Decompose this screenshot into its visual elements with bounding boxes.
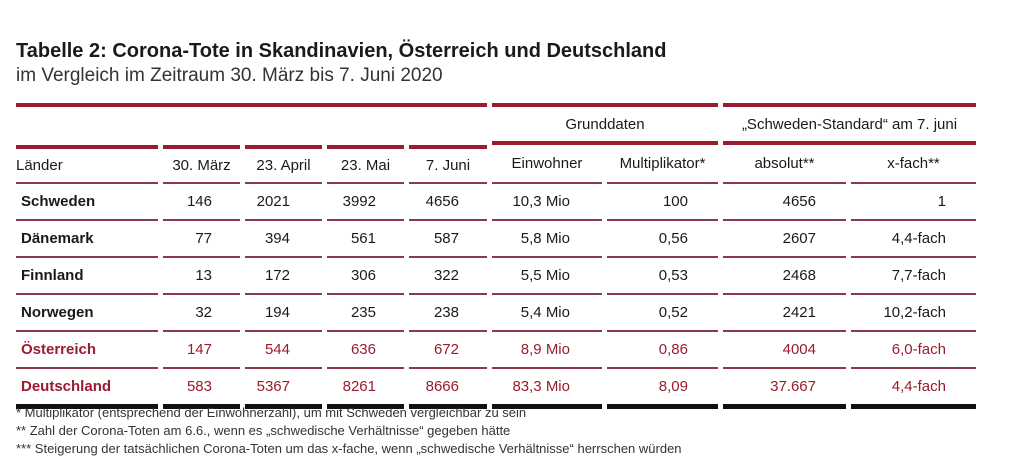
country-cell: Deutschland <box>16 369 158 409</box>
column-header: 23. Mai <box>327 145 404 184</box>
value-cell: 13 <box>163 258 240 295</box>
value-cell: 4,4-fach <box>851 369 976 409</box>
value-cell: 4,4-fach <box>851 221 976 258</box>
column-header: absolut** <box>723 145 846 184</box>
value-cell: 0,52 <box>607 295 718 332</box>
value-cell: 7,7-fach <box>851 258 976 295</box>
value-cell: 5,8 Mio <box>492 221 602 258</box>
value-cell: 146 <box>163 184 240 221</box>
table-row: Österreich 147 544 636 672 8,9 Mio 0,86 4004 6,0… <box>16 332 976 369</box>
value-cell: 235 <box>327 295 404 332</box>
country-cell: Schweden <box>16 184 158 221</box>
value-cell: 544 <box>245 332 322 369</box>
value-cell: 5367 <box>245 369 322 409</box>
column-header: 23. April <box>245 145 322 184</box>
value-cell: 1 <box>851 184 976 221</box>
country-cell: Österreich <box>16 332 158 369</box>
value-cell: 8,9 Mio <box>492 332 602 369</box>
country-cell: Dänemark <box>16 221 158 258</box>
value-cell: 306 <box>327 258 404 295</box>
table-row: Norwegen 32 194 235 238 5,4 Mio 0,52 2421 10,2-f… <box>16 295 976 332</box>
column-header: Multiplikator* <box>607 145 718 184</box>
group-header-grunddaten: Grunddaten <box>492 103 718 145</box>
footnote: *** Steigerung der tatsächlichen Corona-… <box>16 441 682 456</box>
column-header: Einwohner <box>492 145 602 184</box>
group-header-standard: „Schweden-Standard“ am 7. juni <box>723 103 976 145</box>
value-cell: 4004 <box>723 332 846 369</box>
value-cell: 100 <box>607 184 718 221</box>
table-title: Tabelle 2: Corona-Tote in Skandinavien, … <box>16 40 667 62</box>
table-subtitle: im Vergleich im Zeitraum 30. März bis 7.… <box>16 65 443 86</box>
column-header-row: Länder 30. März 23. April 23. Mai 7. Jun… <box>16 145 976 184</box>
value-cell: 2468 <box>723 258 846 295</box>
group-header-row: Grunddaten „Schweden-Standard“ am 7. jun… <box>16 103 976 145</box>
table-row: Deutschland 583 5367 8261 8666 83,3 Mio 8,09 37… <box>16 369 976 409</box>
value-cell: 4656 <box>409 184 487 221</box>
table-row: Schweden 146 2021 3992 4656 10,3 Mio 100 4656 1 <box>16 184 976 221</box>
value-cell: 2607 <box>723 221 846 258</box>
value-cell: 587 <box>409 221 487 258</box>
value-cell: 8261 <box>327 369 404 409</box>
value-cell: 583 <box>163 369 240 409</box>
value-cell: 194 <box>245 295 322 332</box>
value-cell: 0,56 <box>607 221 718 258</box>
column-header: Länder <box>16 145 158 184</box>
column-header: 30. März <box>163 145 240 184</box>
value-cell: 8666 <box>409 369 487 409</box>
value-cell: 322 <box>409 258 487 295</box>
table-row: Dänemark 77 394 561 587 5,8 Mio 0,56 2607 4,4-fa… <box>16 221 976 258</box>
column-header: x-fach** <box>851 145 976 184</box>
value-cell: 32 <box>163 295 240 332</box>
value-cell: 5,5 Mio <box>492 258 602 295</box>
value-cell: 4656 <box>723 184 846 221</box>
footnote: * Multiplikator (entsprechend der Einwoh… <box>16 405 527 420</box>
table-row: Finnland 13 172 306 322 5,5 Mio 0,53 2468 7,7-fa… <box>16 258 976 295</box>
value-cell: 2021 <box>245 184 322 221</box>
footnotes: * Multiplikator (entsprechend der Einwoh… <box>16 404 682 458</box>
value-cell: 6,0-fach <box>851 332 976 369</box>
value-cell: 394 <box>245 221 322 258</box>
value-cell: 0,53 <box>607 258 718 295</box>
value-cell: 0,86 <box>607 332 718 369</box>
value-cell: 2421 <box>723 295 846 332</box>
value-cell: 5,4 Mio <box>492 295 602 332</box>
value-cell: 77 <box>163 221 240 258</box>
value-cell: 83,3 Mio <box>492 369 602 409</box>
value-cell: 147 <box>163 332 240 369</box>
footnote: ** Zahl der Corona-Toten am 6.6., wenn e… <box>16 423 511 438</box>
value-cell: 10,3 Mio <box>492 184 602 221</box>
value-cell: 561 <box>327 221 404 258</box>
value-cell: 37.667 <box>723 369 846 409</box>
country-cell: Norwegen <box>16 295 158 332</box>
value-cell: 672 <box>409 332 487 369</box>
country-cell: Finnland <box>16 258 158 295</box>
value-cell: 636 <box>327 332 404 369</box>
value-cell: 8,09 <box>607 369 718 409</box>
group-header-empty <box>16 103 487 145</box>
value-cell: 10,2-fach <box>851 295 976 332</box>
value-cell: 172 <box>245 258 322 295</box>
value-cell: 3992 <box>327 184 404 221</box>
column-header: 7. Juni <box>409 145 487 184</box>
value-cell: 238 <box>409 295 487 332</box>
data-table: Grunddaten „Schweden-Standard“ am 7. jun… <box>11 103 981 409</box>
